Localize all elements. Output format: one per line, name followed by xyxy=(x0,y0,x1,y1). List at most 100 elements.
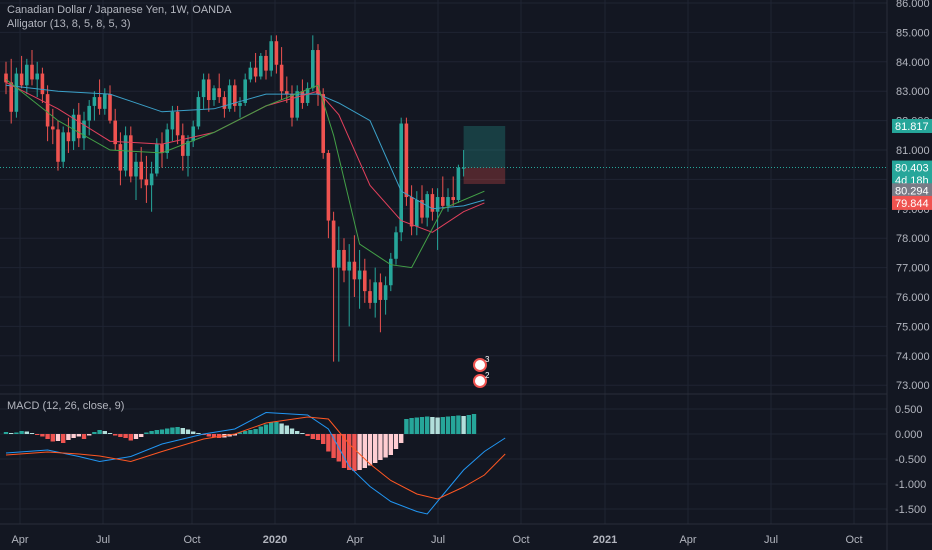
macd-histogram-bar xyxy=(159,429,165,434)
macd-histogram-bar xyxy=(362,434,367,468)
candle-body xyxy=(113,120,117,145)
macd-histogram-bar xyxy=(165,428,170,434)
candle-body xyxy=(61,132,65,162)
macd-histogram-bar xyxy=(399,434,404,443)
macd-histogram-bar xyxy=(3,432,9,434)
candle-body xyxy=(40,73,45,95)
price-tick-label: 73.000 xyxy=(896,380,930,392)
candle-body xyxy=(30,64,34,80)
macd-histogram-bar xyxy=(61,434,66,443)
macd-histogram-bar xyxy=(66,434,71,440)
candle-body xyxy=(243,79,247,103)
macd-histogram-bar xyxy=(133,434,139,439)
candle-body xyxy=(191,126,195,142)
candle-body xyxy=(123,135,128,171)
candle-body xyxy=(373,282,377,303)
candle-body xyxy=(331,220,336,268)
macd-histogram-bar xyxy=(87,434,92,436)
macd-histogram-bar xyxy=(76,434,81,437)
event-marker-count: 2 xyxy=(485,371,490,380)
macd-histogram-bar xyxy=(414,417,419,434)
candle-body xyxy=(139,161,143,180)
candle-body xyxy=(103,94,107,109)
macd-histogram-bar xyxy=(154,430,159,434)
macd-histogram-bar xyxy=(284,425,289,434)
candle-body xyxy=(212,88,216,101)
macd-histogram-bar xyxy=(461,416,466,434)
candle-body xyxy=(19,73,24,86)
macd-histogram-bar xyxy=(185,429,191,434)
macd-histogram-bar xyxy=(102,431,107,434)
candle-body xyxy=(404,123,409,198)
candle-body xyxy=(311,50,315,89)
candle-body xyxy=(92,97,97,106)
candle-body xyxy=(461,167,466,169)
macd-histogram-bar xyxy=(404,419,409,434)
macd-histogram-bar xyxy=(425,416,430,434)
macd-histogram-bar xyxy=(237,432,243,434)
candle-body xyxy=(66,132,71,142)
macd-histogram-bar xyxy=(40,434,45,437)
macd-legend: MACD (12, 26, close, 9) xyxy=(7,400,125,412)
candle-body xyxy=(217,88,221,98)
macd-histogram-bar xyxy=(118,434,123,437)
candle-body xyxy=(82,120,86,139)
price-tick-label: 75.000 xyxy=(896,321,930,333)
time-tick-label: 2020 xyxy=(263,534,287,546)
candle-body xyxy=(456,167,461,200)
macd-histogram-bar xyxy=(456,415,461,434)
macd-histogram-bar xyxy=(393,434,399,449)
macd-histogram-bar xyxy=(451,416,456,434)
candle-body xyxy=(259,55,263,77)
macd-histogram-bar xyxy=(430,417,435,434)
macd-histogram-bar xyxy=(289,428,295,434)
macd-histogram-bar xyxy=(378,434,383,460)
candle-body xyxy=(160,144,164,153)
macd-histogram-bar xyxy=(97,430,102,434)
macd-histogram-bar xyxy=(321,434,326,444)
candle-body xyxy=(201,79,206,98)
price-tick-label: 83.000 xyxy=(896,86,930,98)
macd-histogram-bar xyxy=(263,424,269,434)
event-marker-count: 3 xyxy=(485,355,490,364)
price-label-badge xyxy=(892,195,932,210)
candle-body xyxy=(300,91,305,103)
candle-body xyxy=(144,179,149,186)
price-tick-label: 84.000 xyxy=(896,57,930,69)
macd-histogram-bar xyxy=(258,426,263,434)
macd-histogram-bar xyxy=(243,431,248,434)
candle-body xyxy=(118,144,123,171)
candle-body xyxy=(233,85,237,106)
macd-histogram-bar xyxy=(14,432,19,434)
macd-histogram-bar xyxy=(373,434,378,463)
macd-histogram-bar xyxy=(128,434,133,441)
price-label-text: 79.844 xyxy=(895,198,929,210)
candle-body xyxy=(129,135,133,177)
candle-body xyxy=(321,94,325,153)
candle-body xyxy=(9,82,13,112)
macd-histogram-bar xyxy=(388,434,393,455)
macd-histogram-bar xyxy=(29,433,35,434)
candle-body xyxy=(77,114,81,139)
macd-histogram-bar xyxy=(55,434,61,441)
macd-histogram-bar xyxy=(248,430,253,434)
candle-body xyxy=(165,129,169,153)
macd-histogram-bar xyxy=(170,427,175,434)
price-label-text: 81.817 xyxy=(895,121,929,133)
event-marker-icon xyxy=(473,358,487,372)
time-tick-label: Jul xyxy=(96,534,110,546)
alligator-lips-line xyxy=(5,79,485,269)
candle-body xyxy=(253,67,258,77)
macd-histogram-bar xyxy=(81,434,87,439)
macd-histogram-bar xyxy=(357,434,362,470)
candle-body xyxy=(285,91,289,95)
macd-tick-label: -1.000 xyxy=(895,479,926,491)
price-tick-label: 86.000 xyxy=(896,0,930,10)
macd-histogram-bar xyxy=(144,432,149,434)
macd-tick-label: -1.500 xyxy=(895,504,926,516)
macd-histogram-bar xyxy=(139,434,144,437)
candle-body xyxy=(274,41,279,65)
candle-body xyxy=(394,232,398,259)
macd-histogram-bar xyxy=(352,434,357,471)
